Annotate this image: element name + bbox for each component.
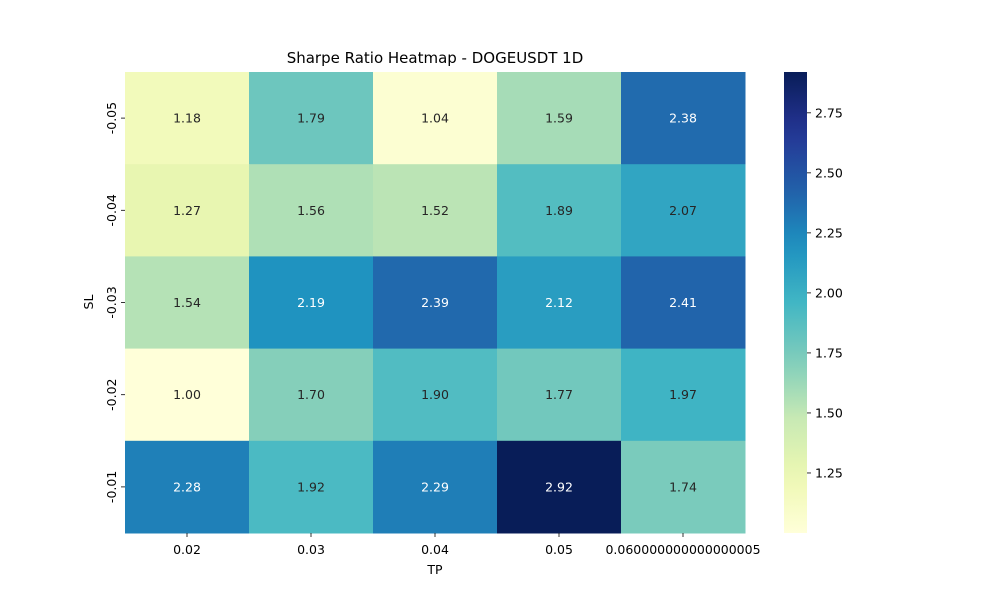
- colorbar-tick-label: 2.75: [815, 105, 843, 120]
- cell-value-label: 1.74: [669, 479, 697, 494]
- y-tick-label: -0.02: [104, 379, 119, 411]
- heatmap-cell: [621, 72, 746, 165]
- heatmap-cell: [621, 164, 746, 257]
- cell-value-label: 2.07: [669, 203, 697, 218]
- heatmap-cell: [373, 440, 498, 534]
- cell-value-label: 1.59: [545, 111, 573, 126]
- colorbar-tick-label: 2.50: [815, 165, 843, 180]
- heatmap-cell: [249, 164, 374, 257]
- chart-title: Sharpe Ratio Heatmap - DOGEUSDT 1D: [287, 49, 584, 67]
- colorbar: 1.25 1.50 1.75 2.00 2.25 2.50 2.75: [784, 72, 843, 533]
- cell-value-label: 2.28: [173, 479, 201, 494]
- heatmap-cell: [249, 348, 374, 442]
- colorbar-tick-label: 2.25: [815, 225, 843, 240]
- cell-value-label: 1.70: [297, 387, 325, 402]
- x-axis-ticks: 0.02 0.03 0.04 0.05 0.060000000000000005: [173, 533, 761, 557]
- cell-value-label: 2.12: [545, 295, 573, 310]
- y-tick-label: -0.05: [104, 102, 119, 134]
- heatmap-cell: [621, 348, 746, 442]
- heatmap-cell: [125, 348, 250, 442]
- y-tick-label: -0.01: [104, 471, 119, 503]
- colorbar-gradient: [784, 72, 807, 533]
- cell-value-label: 1.97: [669, 387, 697, 402]
- heatmap-cell: [249, 440, 374, 534]
- cell-value-label: 1.04: [421, 111, 449, 126]
- y-tick-label: -0.04: [104, 194, 119, 226]
- heatmap-cell: [497, 256, 622, 350]
- heatmap-cell: [497, 164, 622, 257]
- colorbar-tick-label: 2.00: [815, 285, 843, 300]
- y-axis-ticks: -0.05 -0.04 -0.03 -0.02 -0.01: [104, 102, 125, 503]
- cell-value-label: 1.56: [297, 203, 325, 218]
- cell-value-label: 2.29: [421, 479, 449, 494]
- cell-value-label: 1.54: [173, 295, 201, 310]
- x-axis-label: TP: [426, 562, 443, 577]
- x-tick-label: 0.060000000000000005: [605, 542, 760, 557]
- heatmap-cell: [373, 72, 498, 165]
- cell-value-label: 2.39: [421, 295, 449, 310]
- heatmap-cell: [249, 72, 374, 165]
- x-tick-label: 0.02: [173, 542, 201, 557]
- heatmap-cell: [249, 256, 374, 350]
- cell-value-label: 2.19: [297, 295, 325, 310]
- colorbar-tick-label: 1.75: [815, 345, 843, 360]
- cell-value-label: 1.00: [173, 387, 201, 402]
- x-tick-label: 0.04: [421, 542, 449, 557]
- x-tick-label: 0.05: [545, 542, 573, 557]
- heatmap-cell: [621, 440, 746, 534]
- cell-value-label: 1.89: [545, 203, 573, 218]
- heatmap-cell: [497, 348, 622, 442]
- cell-value-label: 1.79: [297, 111, 325, 126]
- heatmap-cell: [373, 256, 498, 350]
- y-tick-label: -0.03: [104, 286, 119, 318]
- colorbar-tick-label: 1.50: [815, 405, 843, 420]
- heatmap-cell: [373, 164, 498, 257]
- cell-value-label: 2.41: [669, 295, 697, 310]
- colorbar-ticks: 1.25 1.50 1.75 2.00 2.25 2.50 2.75: [807, 105, 843, 480]
- heatmap-cell: [125, 440, 250, 534]
- colorbar-tick-label: 1.25: [815, 465, 843, 480]
- heatmap-cell: [125, 256, 250, 350]
- cell-value-label: 1.18: [173, 111, 201, 126]
- heatmap-cell: [125, 164, 250, 257]
- heatmap-cell: [497, 72, 622, 165]
- cell-value-label: 2.38: [669, 111, 697, 126]
- heatmap-cell: [497, 440, 622, 534]
- cell-value-label: 1.27: [173, 203, 201, 218]
- heatmap-cell: [373, 348, 498, 442]
- cell-value-label: 1.52: [421, 203, 449, 218]
- cell-value-label: 1.92: [297, 479, 325, 494]
- heatmap-cells: 1.18 1.79 1.04 1.59 2.38 1.27 1.56 1.52 1.89 2.07…: [125, 72, 746, 534]
- cell-value-label: 1.77: [545, 387, 573, 402]
- cell-value-label: 2.92: [545, 479, 573, 494]
- cell-value-label: 1.90: [421, 387, 449, 402]
- y-axis-label: SL: [81, 295, 96, 310]
- heatmap-cell: [621, 256, 746, 350]
- heatmap-cell: [125, 72, 250, 165]
- x-tick-label: 0.03: [297, 542, 325, 557]
